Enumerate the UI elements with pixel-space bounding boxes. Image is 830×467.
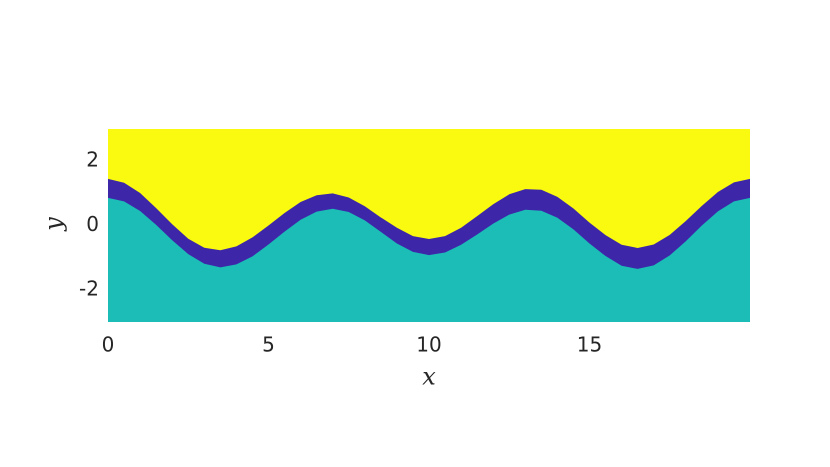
x-axis-label: x bbox=[422, 363, 436, 391]
x-tick-label: 0 bbox=[102, 333, 115, 357]
x-tick-label: 5 bbox=[262, 333, 275, 357]
x-tick-label: 10 bbox=[416, 333, 441, 357]
y-tick-label: -2 bbox=[79, 276, 99, 300]
x-tick-label: 15 bbox=[577, 333, 602, 357]
y-tick-label: 0 bbox=[86, 212, 99, 236]
y-tick-label: 2 bbox=[86, 148, 99, 172]
area bbox=[108, 197, 750, 322]
y-axis-label: y bbox=[40, 217, 68, 232]
